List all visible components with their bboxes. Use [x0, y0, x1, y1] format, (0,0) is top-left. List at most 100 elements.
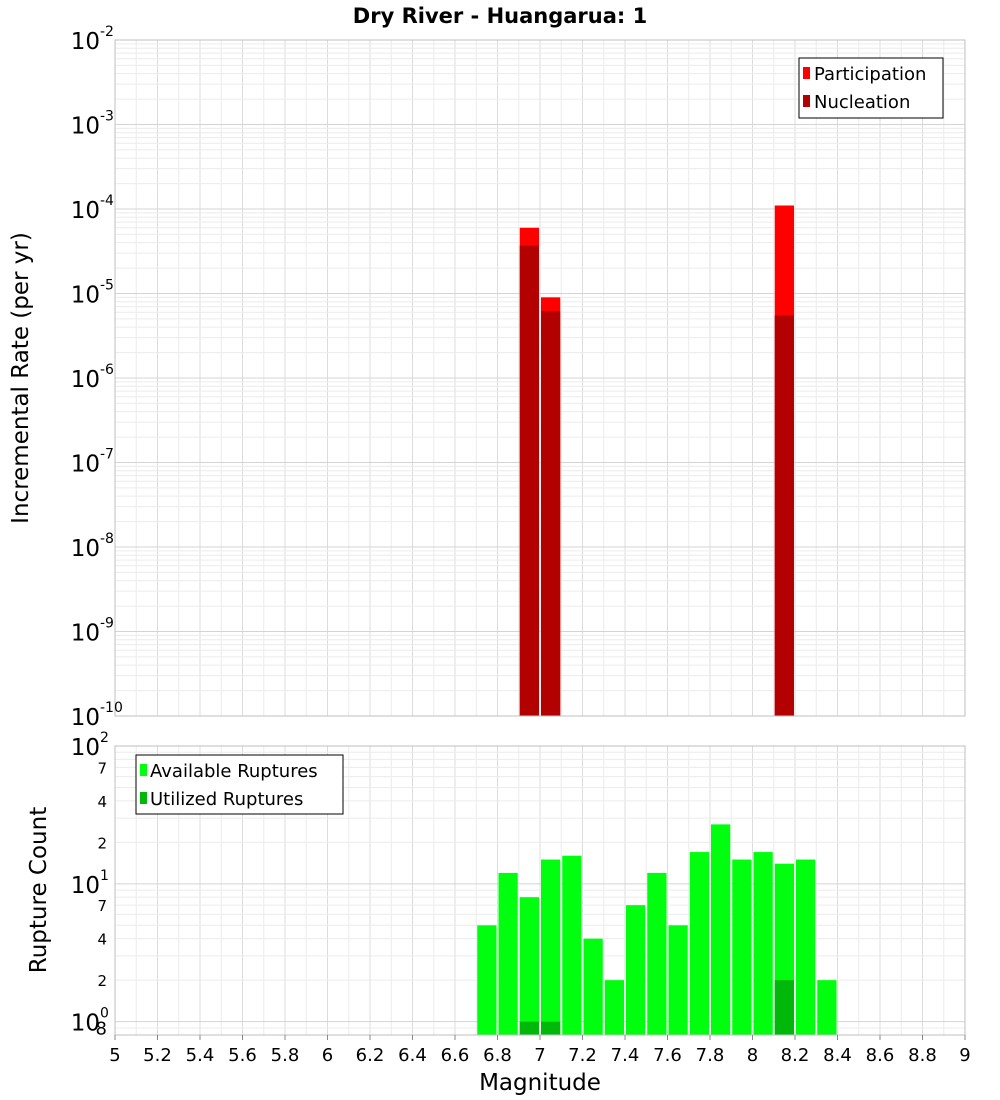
bottom-bar-available-ruptures: [796, 859, 816, 1035]
legend-label-participation: Participation: [814, 64, 926, 85]
top-y-tick-exponent: -7: [100, 447, 114, 463]
x-tick-label: 7.4: [611, 1045, 640, 1066]
bottom-bar-available-ruptures: [541, 859, 561, 1035]
x-tick-label: 7.2: [568, 1045, 597, 1066]
legend-swatch-utilized: [140, 792, 147, 804]
x-tick-label: 8.4: [823, 1045, 852, 1066]
bottom-bar-utilized-ruptures: [774, 980, 794, 1035]
x-tick-label: 6.8: [483, 1045, 512, 1066]
bottom-bar-available-ruptures: [817, 980, 837, 1035]
top-grid: [114, 39, 966, 717]
x-tick-label: 5.2: [143, 1045, 172, 1066]
top-bar-nucleation: [541, 311, 561, 716]
x-tick-label: 5.4: [186, 1045, 215, 1066]
top-y-tick-exponent: -8: [100, 531, 114, 547]
top-y-tick-exponent: -9: [100, 616, 114, 632]
bottom-y-tick-label: 10: [71, 873, 100, 899]
top-y-tick-label: 10: [71, 29, 100, 55]
x-axis-label: Magnitude: [479, 1070, 601, 1096]
legend-label-utilized: Utilized Ruptures: [150, 789, 303, 810]
top-y-axis-label: Incremental Rate (per yr): [8, 232, 34, 524]
bottom-y-minor-label: 8: [96, 1019, 107, 1040]
bottom-bar-available-ruptures: [604, 980, 624, 1035]
bottom-bar-available-ruptures: [668, 925, 688, 1035]
top-y-tick-label: 10: [71, 621, 100, 647]
top-bar-nucleation: [774, 315, 794, 716]
chart-title: Dry River - Huangarua: 1: [353, 4, 647, 28]
bottom-y-minor-label: 4: [97, 793, 107, 811]
top-bars: [519, 205, 794, 717]
bottom-y-minor-label: 7: [97, 759, 107, 777]
bottom-y-tick-label: 10: [71, 1011, 100, 1037]
top-y-tick-exponent: -2: [100, 24, 114, 40]
top-y-tick-exponent: -6: [100, 362, 114, 378]
top-y-tick-label: 10: [71, 536, 100, 562]
top-y-tick-exponent: -10: [100, 700, 123, 716]
x-tick-label: 6.4: [398, 1045, 427, 1066]
top-y-tick-label: 10: [71, 198, 100, 224]
bottom-bar-available-ruptures: [477, 925, 497, 1035]
top-y-tick-exponent: -4: [100, 193, 114, 209]
bottom-y-tick-exponent: 2: [100, 730, 109, 746]
bottom-y-tick-label: 10: [71, 735, 100, 761]
bottom-bar-available-ruptures: [711, 824, 731, 1035]
legend-swatch-participation: [803, 67, 810, 79]
x-tick-label: 5.8: [271, 1045, 300, 1066]
x-ticks: 5 5.2 5.4 5.6 5.8 6 6.2 6.4 6.6 6.8 7 7.2 7.4 7.6 7.8 8…: [109, 1035, 971, 1066]
x-tick-label: 8.2: [781, 1045, 810, 1066]
legend-label-available: Available Ruptures: [150, 761, 318, 782]
top-y-tick-exponent: -5: [100, 278, 114, 294]
top-legend-box: [798, 57, 944, 119]
bottom-y-tick-exponent: 1: [100, 868, 109, 884]
top-y-tick-label: 10: [71, 452, 100, 478]
legend-label-nucleation: Nucleation: [814, 92, 910, 113]
bottom-bar-available-ruptures: [689, 852, 709, 1035]
legend-swatch-available: [140, 764, 147, 776]
x-tick-label: 7.8: [696, 1045, 725, 1066]
top-y-tick-label: 10: [71, 114, 100, 140]
bottom-bar-available-ruptures: [583, 938, 603, 1035]
x-tick-label: 6: [322, 1045, 333, 1066]
top-legend: Participation Nucleation: [798, 57, 944, 119]
bottom-bar-available-ruptures: [498, 872, 518, 1035]
top-y-tick-label: 10: [71, 367, 100, 393]
x-tick-label: 5: [109, 1045, 120, 1066]
x-tick-label: 7.6: [653, 1045, 682, 1066]
top-y-tick-label: 10: [71, 705, 100, 731]
bottom-bar-utilized-ruptures: [519, 1021, 539, 1035]
legend-swatch-nucleation: [803, 95, 810, 107]
bottom-bar-available-ruptures: [732, 859, 752, 1035]
x-tick-label: 6.2: [356, 1045, 385, 1066]
x-tick-label: 8: [747, 1045, 758, 1066]
x-tick-label: 8.6: [866, 1045, 895, 1066]
bottom-y-minor-label: 2: [97, 834, 107, 852]
top-bar-nucleation: [519, 245, 539, 717]
bottom-y-axis-label: Rupture Count: [26, 807, 52, 973]
bottom-bar-available-ruptures: [753, 852, 773, 1035]
x-tick-label: 8.8: [908, 1045, 937, 1066]
bottom-bars: [477, 824, 837, 1035]
bottom-bar-utilized-ruptures: [541, 1021, 561, 1035]
bottom-legend: Available Ruptures Utilized Ruptures: [135, 754, 344, 815]
bottom-y-minor-label: 2: [97, 972, 107, 990]
bottom-y-tick-exponent: 0: [100, 1006, 109, 1022]
bottom-legend-box: [135, 754, 344, 815]
bottom-bar-available-ruptures: [519, 897, 539, 1035]
x-tick-label: 7: [534, 1045, 545, 1066]
x-tick-label: 9: [959, 1045, 970, 1066]
x-tick-label: 6.6: [441, 1045, 470, 1066]
bottom-y-minor-label: 7: [97, 897, 107, 915]
bottom-y-minor-label: 4: [97, 931, 107, 949]
top-y-tick-label: 10: [71, 283, 100, 309]
bottom-bar-available-ruptures: [647, 872, 667, 1035]
x-tick-label: 5.6: [228, 1045, 257, 1066]
top-plot-border: [114, 39, 966, 717]
bottom-bar-available-ruptures: [626, 905, 646, 1035]
bottom-bar-available-ruptures: [562, 855, 582, 1035]
top-y-tick-exponent: -3: [100, 109, 114, 125]
